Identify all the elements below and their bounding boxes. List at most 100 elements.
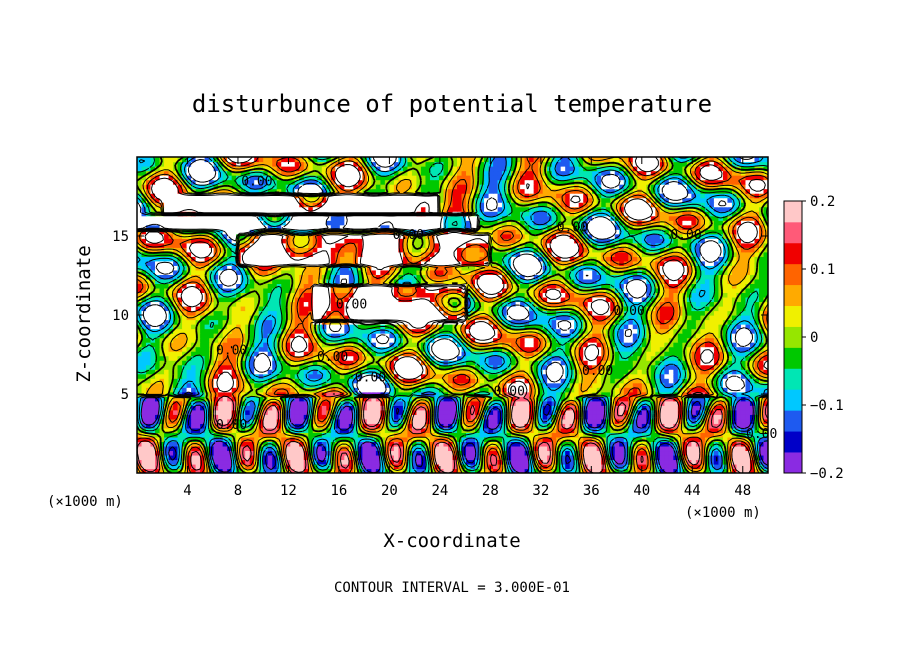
field-cell	[168, 454, 174, 461]
field-cell	[695, 436, 701, 442]
field-cell	[637, 436, 643, 442]
field-cell	[231, 468, 237, 473]
field-cell	[632, 355, 638, 361]
field-cell	[146, 414, 152, 420]
field-cell	[150, 445, 156, 452]
field-cell	[587, 405, 593, 411]
field-cell	[308, 432, 314, 438]
field-cell	[258, 333, 264, 339]
field-cell	[191, 319, 197, 325]
field-cell	[447, 468, 454, 473]
field-cell	[673, 373, 679, 379]
field-cell	[420, 409, 427, 415]
field-cell	[321, 468, 327, 473]
field-cell	[592, 468, 598, 473]
field-cell	[488, 463, 494, 470]
field-cell	[191, 463, 197, 470]
field-cell	[218, 441, 224, 447]
field-cell	[655, 346, 661, 352]
field-cell	[754, 387, 760, 393]
field-cell	[551, 319, 557, 325]
field-cell	[276, 441, 282, 447]
field-cell	[191, 378, 197, 384]
field-cell	[407, 432, 413, 438]
field-cell	[614, 445, 620, 452]
field-cell	[321, 423, 327, 429]
field-cell	[623, 454, 629, 461]
field-cell	[466, 454, 472, 461]
field-cell	[632, 459, 638, 465]
field-cell	[218, 391, 224, 397]
field-cell	[749, 427, 756, 433]
field-cell	[736, 450, 742, 456]
field-cell	[429, 463, 436, 470]
field-cell	[398, 369, 404, 375]
field-cell	[420, 441, 427, 447]
field-cell	[709, 319, 715, 325]
field-cell	[402, 360, 409, 366]
field-cell	[312, 459, 318, 465]
field-cell	[592, 436, 598, 442]
field-cell	[200, 468, 206, 473]
field-cell	[754, 441, 760, 447]
field-cell	[317, 445, 323, 452]
field-cell	[267, 432, 273, 438]
field-cell	[727, 468, 733, 473]
field-cell	[209, 468, 215, 473]
field-cell	[664, 351, 670, 357]
field-cell	[407, 369, 413, 375]
field-cell	[673, 409, 679, 415]
field-cell	[574, 427, 580, 433]
field-cell	[438, 342, 445, 348]
field-cell	[290, 463, 296, 470]
field-cell	[173, 418, 179, 424]
field-cell	[209, 418, 215, 424]
field-cell	[191, 450, 197, 456]
field-cell	[578, 432, 584, 438]
field-cell	[303, 445, 309, 452]
field-cell	[366, 441, 372, 447]
field-cell	[524, 409, 530, 415]
field-cell	[740, 427, 747, 433]
field-cell	[533, 445, 539, 452]
field-cell	[632, 382, 638, 388]
field-cell	[493, 414, 499, 420]
field-cell	[276, 432, 282, 438]
field-cell	[380, 360, 386, 366]
field-cell	[502, 432, 508, 438]
field-cell	[285, 369, 291, 375]
field-cell	[209, 463, 215, 470]
field-cell	[470, 436, 476, 442]
field-cell	[366, 418, 372, 424]
field-cell	[416, 468, 422, 473]
field-cell	[344, 454, 350, 461]
field-cell	[317, 423, 323, 429]
field-cell	[488, 432, 494, 438]
field-cell	[420, 319, 427, 325]
field-cell	[218, 432, 224, 438]
field-cell	[520, 414, 526, 420]
field-cell	[312, 418, 318, 424]
field-cell	[520, 459, 526, 465]
field-cell	[164, 346, 170, 352]
field-cell	[357, 441, 363, 447]
field-cell	[204, 418, 210, 424]
field-cell	[384, 468, 390, 473]
field-cell	[380, 328, 386, 334]
field-cell	[452, 468, 458, 473]
field-cell	[398, 454, 404, 461]
field-cell	[344, 427, 350, 433]
field-cell	[763, 432, 768, 438]
field-cell	[245, 459, 251, 465]
field-cell	[321, 324, 327, 330]
field-cell	[745, 427, 751, 433]
field-cell	[637, 382, 643, 388]
field-cell	[159, 315, 165, 321]
field-cell	[659, 324, 665, 330]
field-cell	[493, 454, 499, 461]
field-cell	[650, 337, 656, 343]
field-cell	[348, 445, 354, 452]
field-cell	[195, 346, 201, 352]
field-cell	[308, 427, 314, 433]
field-cell	[722, 423, 729, 429]
